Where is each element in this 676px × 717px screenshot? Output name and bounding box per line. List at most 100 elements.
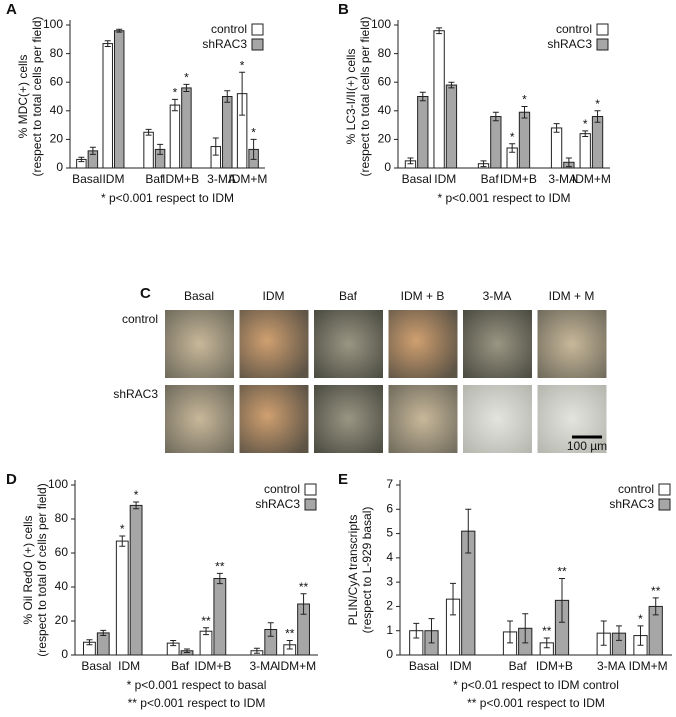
error-bar xyxy=(450,582,457,616)
error-bar xyxy=(637,625,644,646)
error-bar xyxy=(78,156,85,163)
panel-label: D xyxy=(6,471,17,488)
x-tick-label: IDM xyxy=(434,172,456,186)
x-tick-label: IDM+B xyxy=(500,172,537,186)
legend-swatch xyxy=(596,38,609,51)
error-bar xyxy=(253,647,260,654)
error-bar xyxy=(145,128,152,136)
micrograph xyxy=(314,310,383,378)
error-bar xyxy=(615,625,622,641)
y-axis-label: (respect to total of cells per field) xyxy=(35,483,49,656)
y-axis-label: (respect to total cells per field) xyxy=(30,16,44,176)
error-bar xyxy=(413,622,420,639)
error-bar xyxy=(509,143,516,153)
significance-label: * xyxy=(638,612,643,626)
bar xyxy=(222,96,233,169)
footnote: * p<0.01 respect to IDM control xyxy=(453,678,619,692)
error-bar xyxy=(133,501,140,510)
column-label: IDM + B xyxy=(401,289,445,303)
legend-swatch xyxy=(304,498,317,511)
row-label: shRAC3 xyxy=(113,387,158,401)
micrograph xyxy=(314,385,383,453)
x-tick-label: IDM+M xyxy=(277,659,316,673)
micrograph xyxy=(165,310,234,378)
x-tick-label: Baf xyxy=(509,659,528,673)
y-axis-label: % Oil RedO (+) cells xyxy=(21,515,35,624)
significance-label: * xyxy=(251,126,256,140)
legend-swatch xyxy=(658,483,671,496)
micrograph xyxy=(463,310,532,378)
significance-label: ** xyxy=(201,614,211,628)
error-bar xyxy=(582,130,589,138)
x-tick-label: IDM xyxy=(118,659,140,673)
x-tick-label: 3-MA xyxy=(207,172,236,186)
y-tick-label: 4 xyxy=(386,550,393,564)
significance-label: * xyxy=(184,71,189,85)
error-bar xyxy=(203,627,210,636)
y-tick-label: 100 xyxy=(371,17,391,31)
error-bar xyxy=(89,146,96,155)
micrograph xyxy=(537,310,607,378)
y-axis-label: % LC3-I/II(+) cells xyxy=(344,49,358,145)
footnote: ** p<0.001 respect to IDM xyxy=(467,696,605,710)
y-tick-label: 40 xyxy=(50,103,64,117)
significance-label: ** xyxy=(557,565,567,579)
error-bar xyxy=(521,106,528,119)
x-tick-label: IDM xyxy=(102,172,124,186)
panel-label: B xyxy=(338,1,349,18)
micrograph xyxy=(463,385,532,453)
error-bar xyxy=(448,81,455,89)
y-tick-label: 0 xyxy=(386,647,393,661)
footnote: * p<0.001 respect to IDM xyxy=(437,191,570,205)
panel-label: A xyxy=(6,1,17,18)
bar xyxy=(96,632,110,656)
error-bar xyxy=(183,83,190,92)
significance-label: ** xyxy=(542,624,552,638)
error-bar xyxy=(558,578,565,623)
micrograph xyxy=(388,385,458,453)
bar xyxy=(433,30,445,169)
scale-bar-label: 100 µm xyxy=(567,439,607,453)
y-tick-label: 80 xyxy=(55,511,69,525)
error-bar xyxy=(419,91,426,102)
significance-label: * xyxy=(173,86,178,100)
y-tick-label: 60 xyxy=(55,545,69,559)
micrograph xyxy=(239,385,309,453)
error-bar xyxy=(157,143,164,155)
bar xyxy=(417,96,429,169)
column-label: Baf xyxy=(339,289,358,303)
bar xyxy=(591,116,604,169)
error-bar xyxy=(600,620,607,646)
error-bar xyxy=(100,629,107,636)
error-bar xyxy=(480,160,487,168)
micrograph xyxy=(537,385,607,453)
y-tick-label: 100 xyxy=(48,477,68,491)
y-axis-label: % MDC(+) cells xyxy=(16,55,30,139)
bar xyxy=(579,133,591,169)
bar xyxy=(102,43,113,169)
error-bar xyxy=(239,71,246,116)
x-tick-label: Basal xyxy=(402,172,432,186)
legend-label: control xyxy=(556,22,592,36)
significance-label: ** xyxy=(285,627,295,641)
error-bar xyxy=(216,572,223,585)
y-tick-label: 20 xyxy=(50,132,64,146)
error-bar xyxy=(183,648,190,653)
y-tick-label: 3 xyxy=(386,574,393,588)
x-tick-label: Basal xyxy=(81,659,111,673)
significance-label: * xyxy=(522,93,527,107)
error-bar xyxy=(652,597,659,616)
y-tick-label: 5 xyxy=(386,526,393,540)
y-tick-label: 60 xyxy=(50,74,64,88)
bar xyxy=(518,111,531,169)
row-label: control xyxy=(122,312,158,326)
y-tick-label: 20 xyxy=(378,132,392,146)
significance-label: * xyxy=(120,522,125,536)
micrograph xyxy=(165,385,234,453)
legend-label: control xyxy=(211,22,247,36)
error-bar xyxy=(594,110,601,123)
bar xyxy=(115,540,129,656)
y-axis-label: PLIN/CyA transcripts xyxy=(346,515,360,626)
x-tick-label: Baf xyxy=(145,172,164,186)
